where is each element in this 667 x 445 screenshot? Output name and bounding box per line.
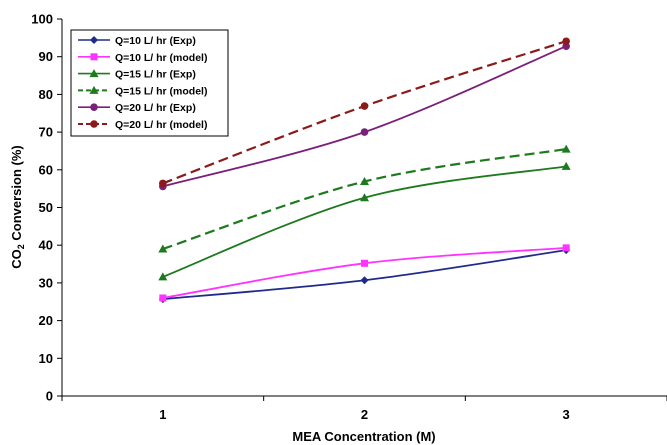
series-2 — [159, 244, 570, 302]
legend-marker — [89, 85, 99, 94]
legend-box — [70, 29, 229, 137]
y-tick-label: 0 — [46, 389, 53, 404]
legend-entry: Q=10 L/ hr (Exp) — [115, 35, 196, 47]
legend-marker — [90, 36, 98, 44]
y-axis-label-subscript: 2 — [16, 244, 26, 249]
y-tick-label: 10 — [39, 351, 53, 366]
data-point — [360, 128, 369, 136]
series-6 — [159, 37, 570, 188]
data-point — [561, 161, 571, 170]
y-tick-label: 90 — [39, 49, 53, 64]
data-point — [360, 276, 369, 285]
data-point — [360, 176, 369, 185]
x-tick-label: 1 — [159, 407, 166, 422]
y-tick-label: 40 — [39, 238, 53, 253]
legend-entry: Q=20 L/ hr (model) — [115, 119, 207, 131]
data-point — [158, 244, 168, 253]
y-tick-label: 20 — [39, 313, 53, 328]
series-4 — [158, 144, 571, 253]
y-tick-label: 80 — [39, 87, 53, 102]
legend-marker — [90, 53, 98, 61]
series-3 — [158, 161, 571, 281]
legend: Q=10 L/ hr (Exp) Q=10 L/ hr (model) Q=15 L… — [70, 29, 229, 137]
legend-entry: Q=15 L/ hr (Exp) — [115, 69, 196, 81]
legend-marker — [90, 103, 98, 111]
series-1 — [158, 246, 571, 304]
x-tick-label: 3 — [563, 407, 570, 422]
y-tick-label: 30 — [39, 275, 53, 290]
data-point — [159, 294, 167, 302]
y-axis-label: CO2 Conversion (%) — [9, 145, 26, 268]
data-point — [562, 244, 570, 252]
data-point — [360, 102, 369, 110]
y-tick-label: 50 — [39, 200, 53, 215]
legend-entry: Q=20 L/ hr (Exp) — [115, 102, 196, 114]
y-tick-label: 70 — [39, 125, 53, 140]
x-axis-label: MEA Concentration (M) — [292, 429, 435, 444]
legend-marker — [90, 120, 98, 128]
y-tick-label: 60 — [39, 162, 53, 177]
data-point — [159, 179, 167, 188]
series-layer — [158, 37, 571, 304]
data-point — [562, 37, 570, 46]
axes: 0 10 20 30 40 50 60 70 80 90 100 1 2 3 — [31, 12, 667, 422]
x-tick-label: 2 — [361, 407, 368, 422]
y-axis-label-suffix: Conversion (%) — [9, 145, 24, 244]
data-point — [561, 144, 571, 153]
legend-marker — [89, 69, 99, 78]
data-point — [360, 193, 369, 202]
legend-entry: Q=10 L/ hr (model) — [115, 52, 207, 64]
data-point — [158, 272, 168, 281]
y-tick-label: 100 — [31, 12, 53, 27]
legend-entry: Q=15 L/ hr (model) — [115, 85, 207, 97]
series-line — [162, 246, 567, 299]
y-axis-label-prefix: CO — [9, 249, 24, 269]
data-point — [361, 259, 368, 267]
series-line — [162, 249, 567, 301]
series-5 — [159, 42, 570, 191]
